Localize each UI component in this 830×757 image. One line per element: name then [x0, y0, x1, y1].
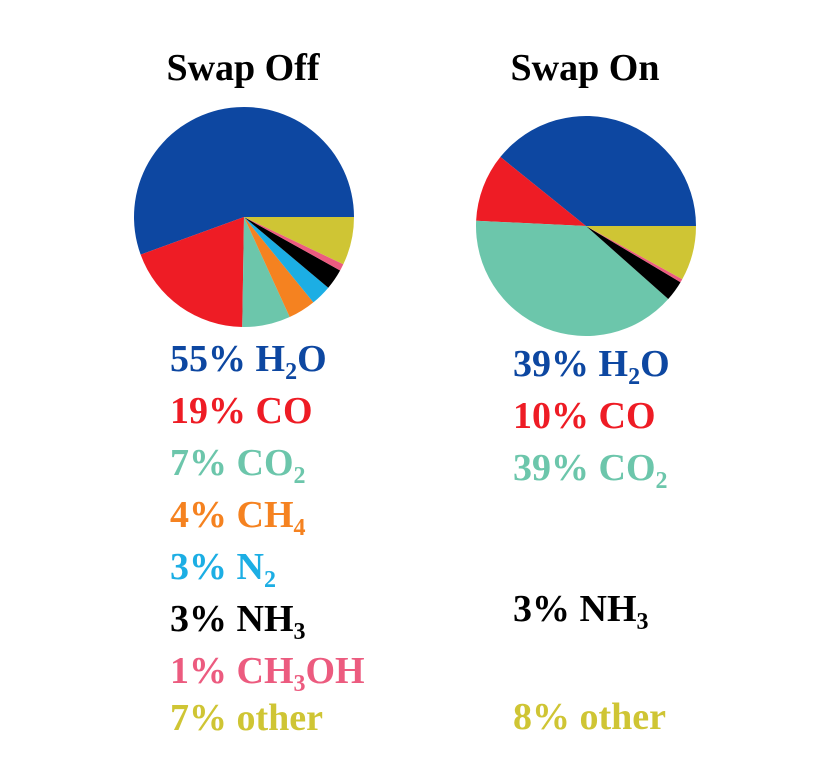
legend-species-tail: O — [297, 338, 327, 380]
pie-slice-ch3oh — [244, 217, 344, 271]
legend-subscript: 2 — [285, 359, 298, 385]
legend-species: N — [236, 546, 264, 588]
legend-entry-n2: 3% N2 — [170, 548, 276, 592]
legend-species: CO — [236, 442, 294, 484]
pie-slice-other — [586, 226, 696, 280]
legend-entry-ch3oh: 1% CH3OH — [170, 652, 365, 696]
pie-slice-ch3oh — [586, 226, 683, 283]
legend-species: CO — [598, 447, 656, 489]
legend-species: NH — [236, 598, 294, 640]
legend-species-tail: OH — [305, 650, 365, 692]
legend-percent: 39% — [513, 447, 589, 489]
legend-subscript: 3 — [293, 671, 306, 697]
legend-percent: 7% — [170, 697, 227, 739]
legend-entry-other: 7% other — [170, 699, 323, 737]
legend-subscript: 2 — [293, 463, 306, 489]
legend-entry-nh3: 3% NH3 — [170, 600, 306, 644]
pie-slice-co2 — [242, 217, 290, 328]
legend-percent: 3% — [170, 546, 227, 588]
pie-slice-nh3 — [586, 226, 681, 300]
legend-entry-nh3: 3% NH3 — [513, 590, 649, 634]
legend-species: other — [579, 696, 667, 738]
legend-entry-ch4: 4% CH4 — [170, 496, 306, 540]
legend-entry-h2o: 55% H2O — [170, 340, 327, 384]
pie-slice-h2o — [134, 107, 354, 255]
legend-subscript: 3 — [293, 619, 306, 645]
pie-chart-swap-on — [475, 116, 696, 337]
legend-subscript: 2 — [628, 364, 641, 390]
pie-slice-co2 — [475, 220, 669, 337]
pie-slice-n2 — [244, 217, 329, 303]
legend-subscript: 2 — [655, 468, 668, 494]
legend-entry-co2: 39% CO2 — [513, 449, 668, 493]
pie-slice-h2o — [500, 116, 696, 226]
legend-species-tail: O — [640, 343, 670, 385]
legend-percent: 3% — [513, 588, 570, 630]
legend-entry-co: 19% CO — [170, 392, 313, 430]
legend-species: NH — [579, 588, 637, 630]
legend-species: CH — [236, 494, 294, 536]
legend-percent: 55% — [170, 338, 246, 380]
pie-slice-other — [244, 217, 354, 265]
legend-percent: 7% — [170, 442, 227, 484]
pie-title-swap-off: Swap Off — [166, 47, 320, 89]
legend-percent: 10% — [513, 395, 589, 437]
legend-entry-co: 10% CO — [513, 397, 656, 435]
pie-slice-co — [476, 156, 586, 226]
legend-species: H — [255, 338, 286, 380]
legend-subscript: 2 — [263, 567, 276, 593]
pie-slice-ch4 — [244, 217, 314, 318]
legend-percent: 1% — [170, 650, 227, 692]
legend-percent: 4% — [170, 494, 227, 536]
pie-chart-swap-off — [134, 107, 354, 328]
legend-percent: 3% — [170, 598, 227, 640]
legend-species: other — [236, 697, 324, 739]
legend-species: CO — [598, 395, 656, 437]
legend-entry-h2o: 39% H2O — [513, 345, 670, 389]
legend-percent: 8% — [513, 696, 570, 738]
legend-percent: 19% — [170, 390, 246, 432]
legend-entry-other: 8% other — [513, 698, 666, 736]
legend-species: CH — [236, 650, 294, 692]
legend-entry-co2: 7% CO2 — [170, 444, 306, 488]
legend-percent: 39% — [513, 343, 589, 385]
legend-subscript: 4 — [293, 515, 306, 541]
legend-species: CO — [255, 390, 313, 432]
pie-slice-nh3 — [244, 217, 341, 288]
pie-slice-co — [140, 217, 244, 327]
legend-subscript: 3 — [636, 609, 649, 635]
pie-title-swap-on: Swap On — [510, 47, 660, 89]
legend-species: H — [598, 343, 629, 385]
